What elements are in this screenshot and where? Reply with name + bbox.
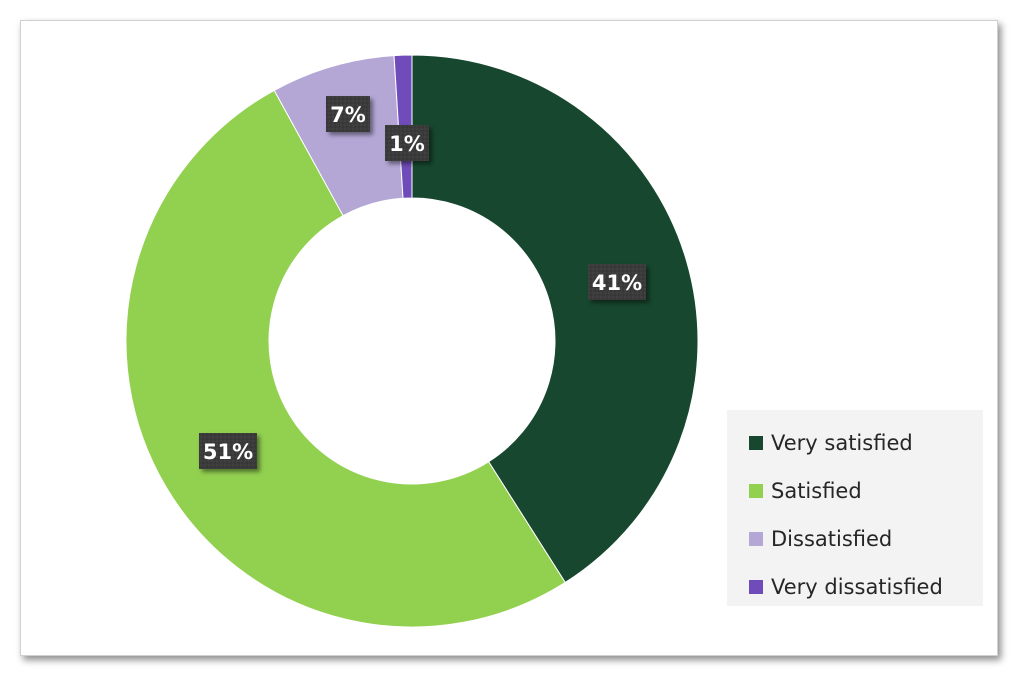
legend-swatch (749, 436, 763, 450)
data-label-very-dissatisfied: 1% (385, 125, 429, 161)
data-label-satisfied: 51% (199, 433, 257, 469)
legend-item-very-dissatisfied: Very dissatisfied (727, 563, 983, 611)
legend: Very satisfied Satisfied Dissatisfied Very … (727, 410, 983, 606)
legend-label: Very dissatisfied (771, 575, 943, 599)
slice-satisfied (125, 89, 566, 628)
data-labels: 41% 51% 7% 1% (199, 96, 646, 469)
data-label-text: 7% (330, 103, 366, 127)
legend-item-dissatisfied: Dissatisfied (727, 515, 983, 563)
data-label-very-satisfied: 41% (588, 264, 646, 300)
legend-swatch (749, 532, 763, 546)
data-label-text: 51% (203, 440, 253, 464)
legend-swatch (749, 484, 763, 498)
legend-label: Very satisfied (771, 431, 913, 455)
data-label-text: 41% (592, 271, 642, 295)
data-label-dissatisfied: 7% (326, 96, 370, 132)
legend-item-satisfied: Satisfied (727, 467, 983, 515)
legend-label: Dissatisfied (771, 527, 893, 551)
legend-swatch (749, 580, 763, 594)
slice-very-satisfied (411, 54, 699, 584)
legend-label: Satisfied (771, 479, 862, 503)
legend-item-very-satisfied: Very satisfied (727, 419, 983, 467)
data-label-text: 1% (389, 132, 425, 156)
